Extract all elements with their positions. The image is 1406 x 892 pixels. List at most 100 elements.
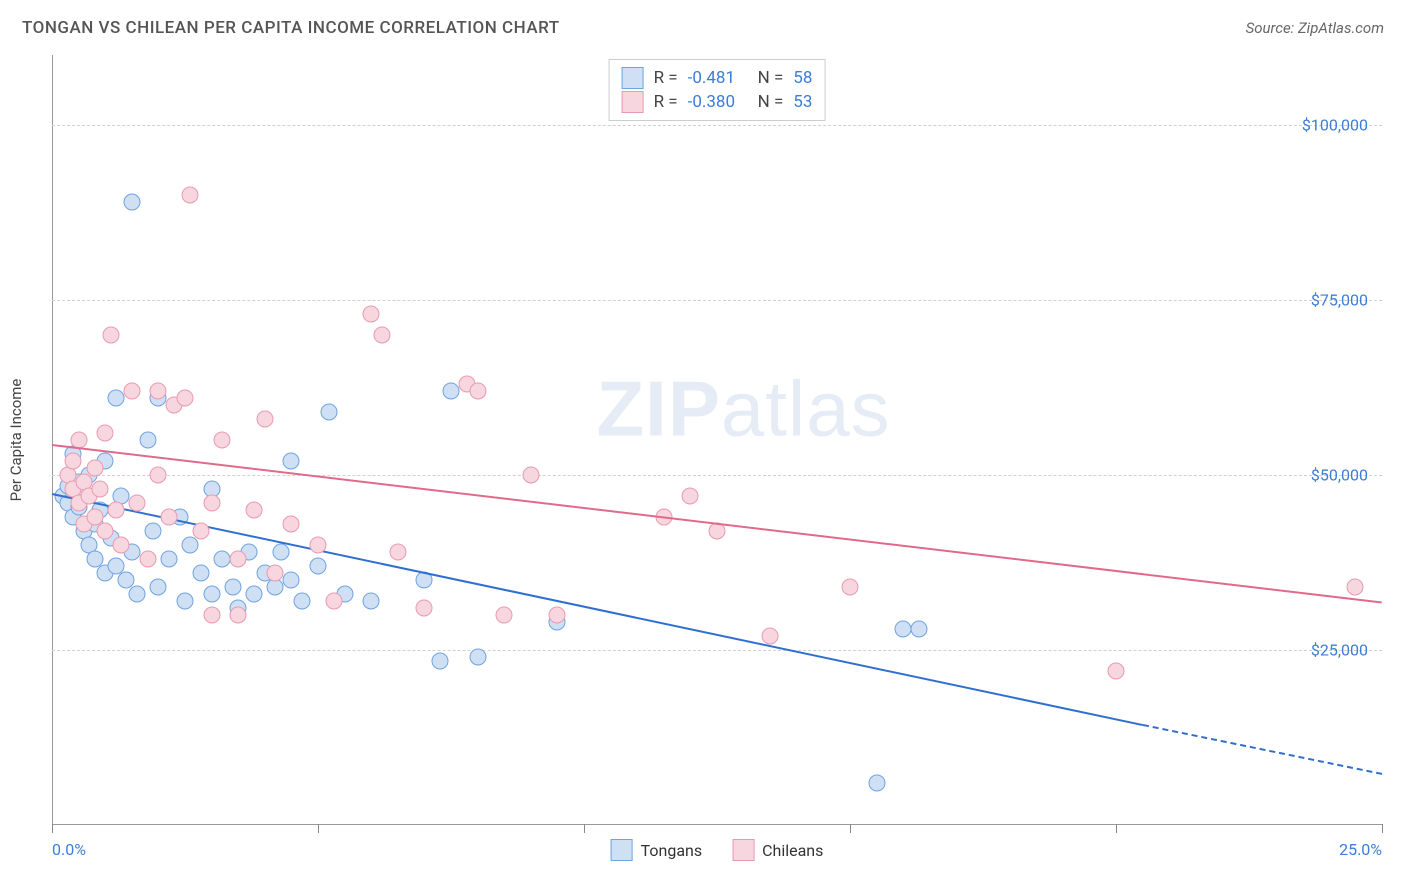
data-point	[150, 383, 167, 400]
stat-r-value: -0.380	[688, 92, 748, 112]
data-point	[283, 516, 300, 533]
gridline	[52, 300, 1382, 301]
data-point	[97, 425, 114, 442]
data-point	[320, 404, 337, 421]
data-point	[139, 551, 156, 568]
legend-label: Chileans	[762, 841, 823, 860]
data-point	[224, 579, 241, 596]
legend-swatch	[732, 839, 754, 861]
data-point	[363, 593, 380, 610]
data-point	[842, 579, 859, 596]
x-tick	[850, 824, 851, 833]
data-point	[91, 481, 108, 498]
data-point	[469, 649, 486, 666]
data-point	[416, 600, 433, 617]
footer-legend: Tongans Chileans	[611, 839, 824, 861]
data-point	[868, 775, 885, 792]
data-point	[325, 593, 342, 610]
data-point	[113, 537, 130, 554]
data-point	[230, 551, 247, 568]
data-point	[373, 327, 390, 344]
data-point	[469, 383, 486, 400]
y-tick-label: $75,000	[1311, 291, 1368, 310]
data-point	[310, 537, 327, 554]
data-point	[97, 523, 114, 540]
data-point	[272, 544, 289, 561]
data-point	[214, 432, 231, 449]
y-tick-label: $50,000	[1311, 466, 1368, 485]
data-point	[107, 502, 124, 519]
data-point	[310, 558, 327, 575]
x-tick	[52, 824, 53, 833]
data-point	[911, 621, 928, 638]
plot-surface: $25,000$50,000$75,000$100,0000.0%25.0%	[52, 55, 1382, 825]
data-point	[161, 509, 178, 526]
data-point	[129, 586, 146, 603]
stats-legend-box: R = -0.481 N = 58R = -0.380 N = 53	[609, 59, 826, 121]
stat-r-label: R =	[654, 92, 678, 112]
legend-item: Tongans	[611, 839, 703, 861]
x-tick	[1116, 824, 1117, 833]
data-point	[192, 523, 209, 540]
data-point	[1347, 579, 1364, 596]
gridline	[52, 650, 1382, 651]
data-point	[762, 628, 779, 645]
legend-swatch	[622, 91, 644, 113]
data-point	[123, 194, 140, 211]
x-tick-label: 25.0%	[1339, 840, 1382, 859]
data-point	[203, 495, 220, 512]
stats-row: R =-0.481N =58	[622, 66, 813, 90]
legend-label: Tongans	[641, 841, 703, 860]
data-point	[192, 565, 209, 582]
y-tick-label: $100,000	[1302, 116, 1368, 135]
data-point	[432, 652, 449, 669]
x-tick-label: 0.0%	[52, 840, 86, 859]
data-point	[682, 488, 699, 505]
data-point	[895, 621, 912, 638]
data-point	[363, 306, 380, 323]
data-point	[522, 467, 539, 484]
data-point	[161, 551, 178, 568]
gridline	[52, 125, 1382, 126]
data-point	[267, 565, 284, 582]
data-point	[150, 579, 167, 596]
chart-title: TONGAN VS CHILEAN PER CAPITA INCOME CORR…	[22, 18, 560, 38]
data-point	[256, 411, 273, 428]
data-point	[65, 453, 82, 470]
legend-swatch	[611, 839, 633, 861]
stat-n-label: N =	[758, 92, 784, 112]
stat-r-value: -0.481	[688, 68, 748, 88]
data-point	[177, 390, 194, 407]
stat-n-value: 58	[793, 68, 812, 88]
data-point	[177, 593, 194, 610]
data-point	[246, 502, 263, 519]
data-point	[86, 460, 103, 477]
data-point	[203, 607, 220, 624]
stat-r-label: R =	[654, 68, 678, 88]
trend-line	[52, 444, 1382, 604]
data-point	[145, 523, 162, 540]
chart-area: ZIPatlas Per Capita Income $25,000$50,00…	[52, 55, 1382, 825]
data-point	[549, 607, 566, 624]
data-point	[389, 544, 406, 561]
data-point	[230, 607, 247, 624]
data-point	[496, 607, 513, 624]
legend-item: Chileans	[732, 839, 823, 861]
data-point	[246, 586, 263, 603]
data-point	[123, 383, 140, 400]
stat-n-value: 53	[793, 92, 812, 112]
data-point	[443, 383, 460, 400]
source-attribution: Source: ZipAtlas.com	[1246, 19, 1384, 37]
legend-swatch	[622, 67, 644, 89]
trend-line	[1142, 724, 1382, 775]
data-point	[150, 467, 167, 484]
y-tick-label: $25,000	[1311, 641, 1368, 660]
data-point	[129, 495, 146, 512]
data-point	[283, 572, 300, 589]
data-point	[102, 327, 119, 344]
data-point	[214, 551, 231, 568]
y-axis-label: Per Capita Income	[7, 379, 25, 502]
data-point	[107, 390, 124, 407]
x-tick	[1382, 824, 1383, 833]
stats-row: R = -0.380 N = 53	[622, 90, 813, 114]
